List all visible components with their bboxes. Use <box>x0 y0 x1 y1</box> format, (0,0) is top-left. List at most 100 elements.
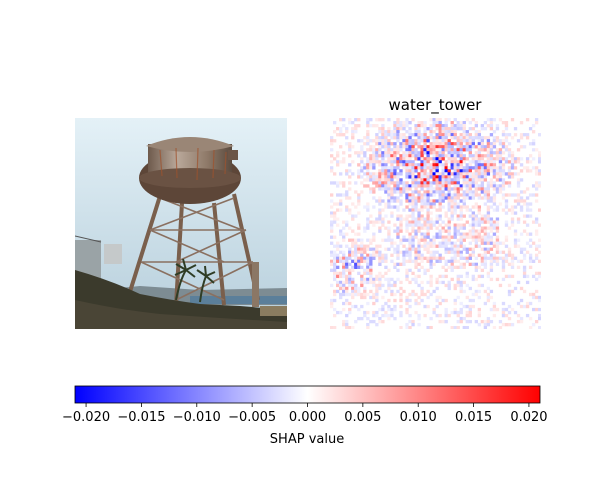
heatmap-cell <box>411 193 415 197</box>
heatmap-cell <box>453 310 457 315</box>
heatmap-cell <box>396 151 400 155</box>
heatmap-cell <box>459 217 463 221</box>
heatmap-cell <box>435 160 439 164</box>
heatmap-cell <box>441 196 445 200</box>
heatmap-cell <box>348 118 352 122</box>
heatmap-cell <box>396 217 400 221</box>
heatmap-cell <box>372 310 376 315</box>
heatmap-cell <box>456 313 460 318</box>
heatmap-cell <box>510 136 515 140</box>
heatmap-cell <box>474 178 478 182</box>
heatmap-cell <box>399 181 403 185</box>
heatmap-cell <box>453 160 457 164</box>
heatmap-cell <box>426 175 430 179</box>
heatmap-cell <box>507 154 512 158</box>
heatmap-cell <box>447 235 451 239</box>
heatmap-cell <box>381 178 385 182</box>
heatmap-cell <box>342 184 346 188</box>
heatmap-cell <box>492 199 497 203</box>
heatmap-cell <box>342 235 346 239</box>
heatmap-cell <box>405 118 409 122</box>
heatmap-cell <box>468 133 472 137</box>
heatmap-cell <box>495 229 500 233</box>
heatmap-cell <box>426 157 430 161</box>
heatmap-cell <box>477 289 482 294</box>
heatmap-cell <box>423 151 427 155</box>
heatmap-cell <box>402 208 406 212</box>
heatmap-cell <box>333 202 337 206</box>
heatmap-cell <box>465 169 469 173</box>
heatmap-cell <box>480 274 485 279</box>
heatmap-cell <box>420 154 424 158</box>
heatmap-cell <box>375 142 379 146</box>
heatmap-cell <box>438 202 442 206</box>
heatmap-cell <box>393 265 397 270</box>
heatmap-cell <box>477 238 482 242</box>
heatmap-cell <box>354 262 358 266</box>
heatmap-cell <box>438 217 442 221</box>
heatmap-cell <box>408 166 412 170</box>
heatmap-cell <box>501 121 506 125</box>
heatmap-cell <box>474 289 478 294</box>
heatmap-cell <box>459 301 463 306</box>
heatmap-cell <box>357 250 361 254</box>
heatmap-cell <box>354 130 358 134</box>
heatmap-cell <box>441 181 445 185</box>
heatmap-cell <box>435 184 439 188</box>
heatmap-cell <box>441 199 445 203</box>
heatmap-cell <box>438 259 442 263</box>
heatmap-cell <box>417 145 421 149</box>
heatmap-cell <box>339 286 343 291</box>
heatmap-cell <box>486 286 491 291</box>
heatmap-cell <box>426 208 430 212</box>
heatmap-cell <box>465 250 469 254</box>
heatmap-cell <box>420 166 424 170</box>
heatmap-cell <box>507 250 512 254</box>
heatmap-cell <box>345 172 349 176</box>
heatmap-cell <box>474 205 478 209</box>
heatmap-cell <box>483 214 488 218</box>
heatmap-cell <box>492 163 497 167</box>
heatmap-cell <box>432 118 436 122</box>
heatmap-cell <box>417 274 421 279</box>
heatmap-cell <box>408 151 412 155</box>
heatmap-cell <box>423 304 427 309</box>
heatmap-cell <box>504 145 509 149</box>
heatmap-cell <box>489 166 494 170</box>
heatmap-cell <box>372 190 376 194</box>
heatmap-cell <box>471 250 475 254</box>
heatmap-cell <box>408 199 412 203</box>
heatmap-cell <box>513 127 518 131</box>
heatmap-cell <box>462 256 466 260</box>
heatmap-cell <box>393 241 397 245</box>
heatmap-cell <box>483 235 488 239</box>
heatmap-cell <box>357 226 361 230</box>
heatmap-cell <box>426 187 430 191</box>
heatmap-cell <box>378 169 382 173</box>
heatmap-cell <box>495 217 500 221</box>
heatmap-cell <box>429 151 433 155</box>
heatmap-cell <box>429 127 433 131</box>
heatmap-cell <box>501 166 506 170</box>
heatmap-cell <box>387 220 391 224</box>
heatmap-cell <box>531 139 536 143</box>
heatmap-cell <box>459 265 463 270</box>
heatmap-cell <box>393 130 397 134</box>
heatmap-cell <box>357 124 361 128</box>
heatmap-cell <box>432 154 436 158</box>
heatmap-cell <box>468 319 472 324</box>
heatmap-cell <box>342 268 346 273</box>
heatmap-cell <box>489 229 494 233</box>
heatmap-cell <box>504 202 509 206</box>
heatmap-cell <box>426 127 430 131</box>
heatmap-cell <box>429 130 433 134</box>
heatmap-cell <box>480 238 485 242</box>
heatmap-cell <box>459 151 463 155</box>
heatmap-cell <box>366 316 370 321</box>
heatmap-cell <box>357 259 361 263</box>
heatmap-cell <box>408 160 412 164</box>
heatmap-cell <box>465 304 469 309</box>
heatmap-cell <box>441 226 445 230</box>
heatmap-cell <box>519 145 524 149</box>
heatmap-cell <box>501 196 506 200</box>
